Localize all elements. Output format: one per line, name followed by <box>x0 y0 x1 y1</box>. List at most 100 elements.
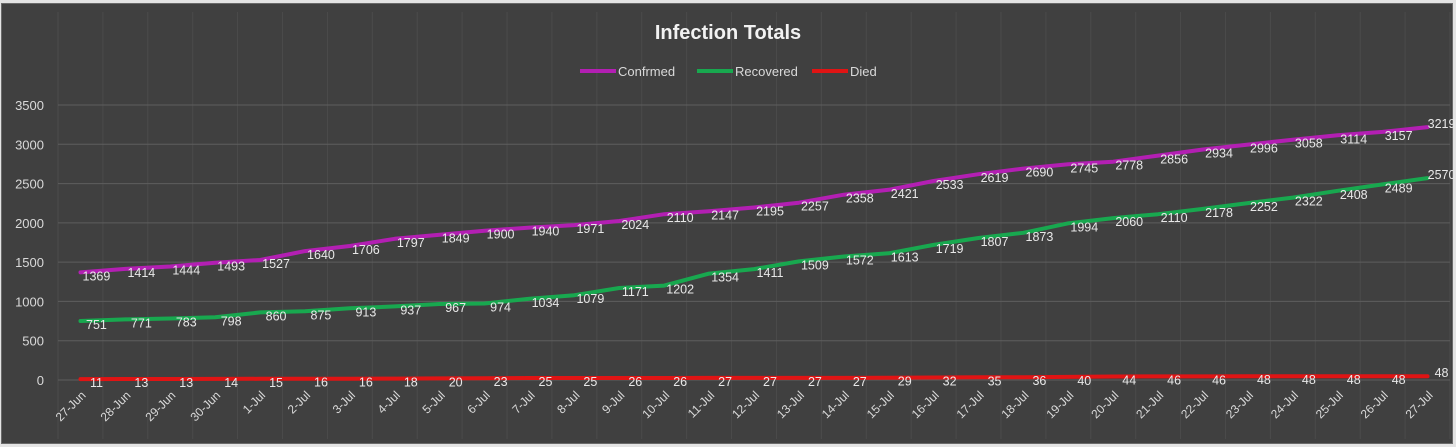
x-tick-label: 3-Jul <box>330 388 358 416</box>
data-label: 36 <box>1032 374 1046 388</box>
x-tick-label: 2-Jul <box>285 388 313 416</box>
x-tick-label: 19-Jul <box>1043 388 1076 421</box>
data-label: 1719 <box>936 242 964 256</box>
x-tick-label: 18-Jul <box>999 388 1032 421</box>
data-label: 32 <box>943 374 957 388</box>
data-label: 27 <box>808 375 822 389</box>
x-tick-label: 17-Jul <box>954 388 987 421</box>
data-label: 15 <box>269 376 283 390</box>
data-label: 2570 <box>1428 168 1456 182</box>
legend-entry: Recovered <box>735 64 798 79</box>
data-label: 1706 <box>352 243 380 257</box>
legend-entry: Died <box>850 64 877 79</box>
data-label: 1572 <box>846 253 874 267</box>
data-label: 2408 <box>1340 188 1368 202</box>
data-label: 2110 <box>667 211 694 225</box>
data-label: 26 <box>628 375 642 389</box>
vertical-grid <box>57 12 1451 439</box>
data-label: 1414 <box>127 266 155 280</box>
data-label: 2690 <box>1026 166 1054 180</box>
data-label: 1411 <box>757 266 784 280</box>
data-label: 1940 <box>532 225 560 239</box>
data-label: 974 <box>490 300 511 314</box>
x-tick-label: 14-Jul <box>819 388 852 421</box>
x-tick-label: 16-Jul <box>909 388 942 421</box>
data-label: 18 <box>404 376 418 390</box>
y-tick-label: 0 <box>37 373 44 388</box>
data-label: 1807 <box>981 235 1009 249</box>
data-label: 48 <box>1392 373 1406 387</box>
data-label: 2934 <box>1205 146 1233 160</box>
x-tick-label: 27-Jul <box>1403 388 1436 421</box>
data-label: 13 <box>134 376 148 390</box>
data-label: 1849 <box>442 232 470 246</box>
x-tick-label: 7-Jul <box>509 388 537 416</box>
x-tick-label: 10-Jul <box>639 388 672 421</box>
data-label: 2178 <box>1205 206 1233 220</box>
data-label: 2421 <box>891 187 919 201</box>
data-label: 20 <box>449 375 463 389</box>
data-label: 1034 <box>532 296 560 310</box>
data-label: 2060 <box>1115 215 1143 229</box>
data-label: 11 <box>90 376 103 390</box>
legend-entry: Confrmed <box>618 64 675 79</box>
data-label: 16 <box>314 376 328 390</box>
x-tick-label: 23-Jul <box>1223 388 1256 421</box>
data-label: 2996 <box>1250 142 1278 156</box>
legend: Confrmed Recovered Died <box>580 64 877 79</box>
x-tick-label: 22-Jul <box>1178 388 1211 421</box>
data-label: 40 <box>1077 374 1091 388</box>
y-tick-label: 2000 <box>15 216 44 231</box>
y-tick-label: 2500 <box>15 177 44 192</box>
series-line-recovered <box>78 176 1430 323</box>
data-label: 1527 <box>262 257 290 271</box>
data-label: 875 <box>311 308 332 322</box>
data-label: 1640 <box>307 248 335 262</box>
chart-title: Infection Totals <box>655 22 801 44</box>
x-tick-label: 8-Jul <box>554 388 582 416</box>
y-tick-label: 3000 <box>15 137 44 152</box>
data-label: 2322 <box>1295 195 1323 209</box>
data-label: 1079 <box>576 292 604 306</box>
data-label: 2110 <box>1161 211 1188 225</box>
data-label: 29 <box>898 375 912 389</box>
y-tick-label: 500 <box>22 334 44 349</box>
data-label: 1202 <box>666 283 694 297</box>
data-label: 2856 <box>1160 153 1188 167</box>
data-label: 27 <box>763 375 777 389</box>
x-tick-label: 1-Jul <box>240 388 268 416</box>
data-label: 783 <box>176 315 197 329</box>
x-axis-ticks: 27-Jun 28-Jun 29-Jun 30-Jun 1-Jul 2-Jul 3-Jul 4… <box>53 388 1436 424</box>
data-label: 913 <box>355 305 376 319</box>
data-label: 2745 <box>1070 161 1098 175</box>
series-lines <box>78 125 1430 382</box>
data-label: 48 <box>1257 373 1271 387</box>
data-label: 3114 <box>1340 132 1367 146</box>
data-label: 1493 <box>217 260 245 274</box>
data-label: 2619 <box>981 171 1009 185</box>
data-label: 1444 <box>172 264 200 278</box>
data-label: 967 <box>445 301 466 315</box>
data-label: 1994 <box>1070 220 1098 234</box>
data-label: 751 <box>86 318 107 332</box>
data-label: 27 <box>853 375 867 389</box>
data-label: 14 <box>224 376 238 390</box>
data-label: 46 <box>1167 373 1181 387</box>
data-label: 3157 <box>1385 129 1413 143</box>
data-label: 16 <box>359 376 373 390</box>
x-tick-label: 13-Jul <box>774 388 807 421</box>
data-label: 1354 <box>711 271 739 285</box>
data-label: 1369 <box>83 269 111 283</box>
x-tick-label: 21-Jul <box>1133 388 1166 421</box>
data-label: 2252 <box>1250 200 1278 214</box>
x-tick-label: 25-Jul <box>1313 388 1346 421</box>
x-tick-label: 6-Jul <box>464 388 492 416</box>
data-label: 2257 <box>801 200 829 214</box>
x-tick-label: 12-Jul <box>729 388 762 421</box>
y-axis-ticks: 0 500 1000 1500 2000 2500 3000 3500 <box>15 98 44 388</box>
data-label: 48 <box>1435 366 1449 380</box>
x-tick-label: 11-Jul <box>685 388 717 420</box>
x-tick-label: 26-Jul <box>1358 388 1391 421</box>
